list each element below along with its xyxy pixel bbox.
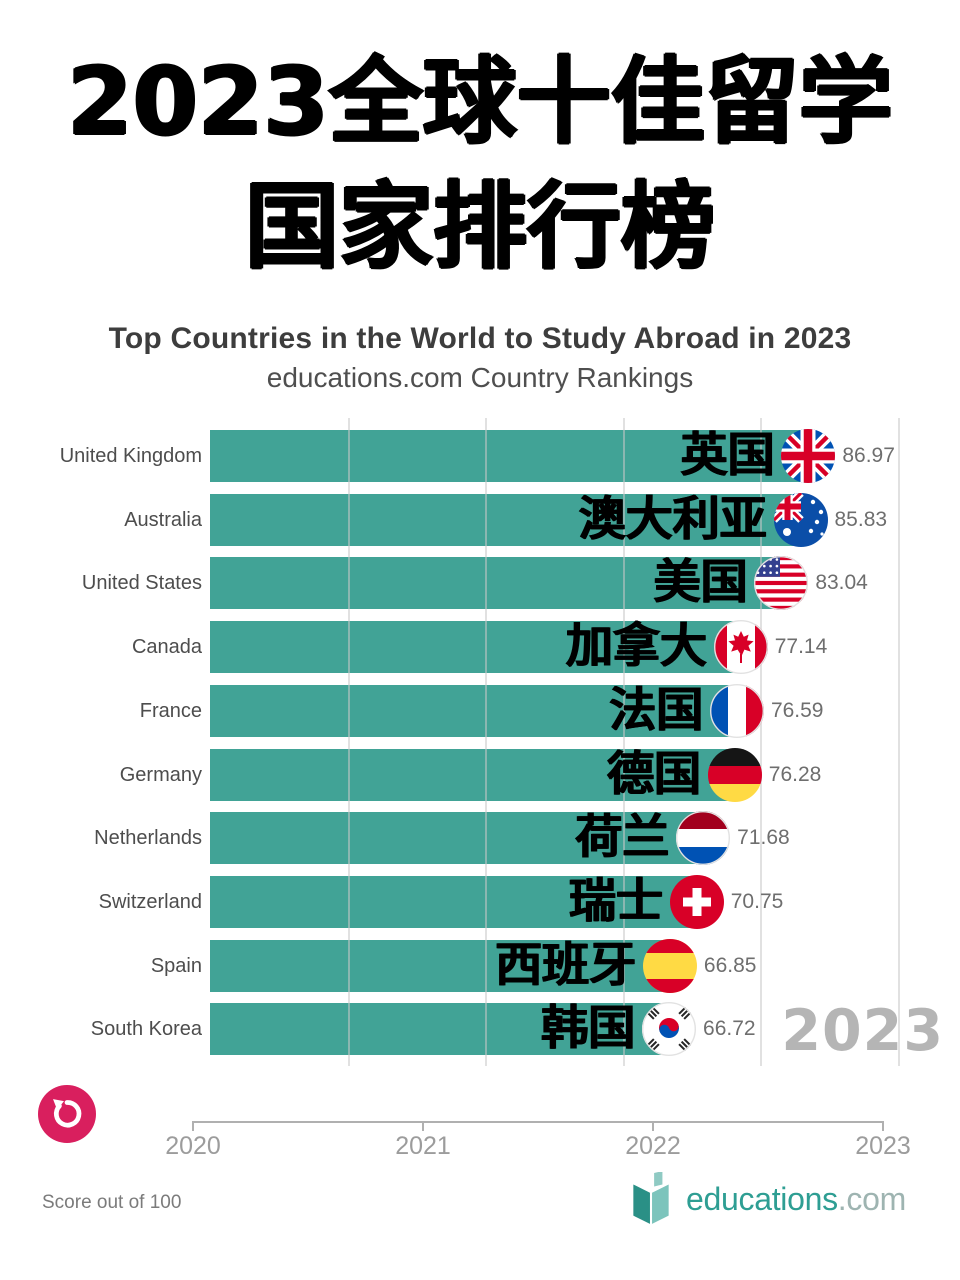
page-title-line1: 2023全球十佳留学 — [67, 48, 893, 157]
country-label-zh: 美国 — [653, 555, 748, 611]
country-label: Canada — [131, 636, 202, 659]
score-bar — [210, 493, 801, 546]
current-year-counter: 2023 — [781, 998, 944, 1064]
score-bar — [210, 684, 737, 737]
country-label-zh: 英国 — [680, 428, 775, 483]
country-label: Germany — [119, 763, 202, 786]
uk-flag-icon — [781, 429, 836, 483]
bar-value: 70.75 — [730, 889, 784, 913]
score-footnote: Score out of 100 — [42, 1192, 182, 1213]
bar-value: 76.59 — [770, 698, 824, 722]
switzerland-flag-icon — [669, 874, 724, 929]
score-bar — [210, 557, 782, 610]
france-flag-icon — [709, 683, 764, 738]
timeline-tick — [652, 1121, 654, 1131]
country-label: Netherlands — [94, 827, 202, 850]
value-gridline — [898, 418, 900, 1066]
chart-subtitle: educations.com Country Rankings — [266, 362, 694, 393]
country-label-zh: 德国 — [606, 746, 701, 802]
score-bar — [210, 748, 735, 801]
country-label-zh: 加拿大 — [565, 619, 707, 675]
bar-value: 66.72 — [703, 1017, 756, 1041]
country-label: South Korea — [90, 1018, 202, 1041]
country-label: Switzerland — [98, 890, 202, 913]
bar-value: 85.83 — [834, 507, 888, 531]
country-label: France — [139, 699, 202, 722]
page-title: 2023全球十佳留学 国家排行榜 — [0, 40, 960, 290]
timeline-tick — [192, 1121, 194, 1131]
value-gridline — [760, 418, 763, 1066]
bar-value: 83.04 — [815, 571, 868, 595]
country-label-zh: 法国 — [608, 682, 703, 738]
country-label: United States — [81, 572, 202, 595]
country-label: United Kingdom — [59, 445, 202, 467]
logo-tld: .com — [837, 1180, 906, 1217]
score-bar — [210, 621, 741, 674]
netherlands-flag-icon — [676, 811, 731, 866]
country-label: Australia — [124, 508, 202, 531]
timeline-tick-label: 2022 — [625, 1132, 681, 1160]
value-gridline — [347, 418, 350, 1066]
spain-flag-icon — [642, 938, 697, 993]
logo-text: educations.com — [686, 1181, 906, 1218]
score-bar — [210, 875, 697, 928]
timeline-tick-label: 2021 — [395, 1132, 451, 1160]
country-label-zh: 荷兰 — [575, 810, 670, 866]
replay-button[interactable] — [38, 1085, 96, 1143]
timeline-tick-label: 2020 — [165, 1132, 221, 1160]
timeline-tick — [882, 1121, 884, 1131]
open-book-icon — [630, 1172, 672, 1226]
country-label: Spain — [150, 954, 202, 977]
timeline-tick-label: 2023 — [855, 1132, 911, 1160]
value-gridline — [485, 418, 488, 1066]
us-flag-icon — [754, 556, 809, 611]
score-bar — [210, 430, 809, 482]
germany-flag-icon — [707, 747, 762, 802]
country-label-zh: 澳大利亚 — [578, 491, 767, 547]
chart-title: Top Countries in the World to Study Abro… — [108, 322, 852, 355]
bar-value: 71.68 — [737, 826, 790, 850]
timeline-axis-line — [193, 1121, 883, 1123]
score-bar — [210, 812, 704, 865]
bar-chart-plot-area: United Kingdom 英国 86.97 Australia 澳大利亚 85.83 U… — [0, 414, 960, 1066]
score-bar — [210, 939, 670, 992]
canada-flag-icon — [713, 620, 768, 675]
bar-value: 66.85 — [703, 953, 757, 977]
country-label-zh: 西班牙 — [494, 937, 636, 993]
southkorea-flag-icon — [642, 1002, 697, 1057]
value-gridline — [622, 418, 625, 1066]
educations-logo: educations.com — [630, 1172, 906, 1226]
bar-value: 77.14 — [774, 635, 828, 659]
country-label-zh: 韩国 — [541, 1001, 636, 1057]
page-title-line2: 国家排行榜 — [244, 173, 715, 283]
logo-brand: educations — [686, 1180, 838, 1217]
australia-flag-icon — [773, 492, 828, 547]
country-label-zh: 瑞士 — [568, 873, 663, 929]
bar-value: 86.97 — [842, 444, 895, 467]
bar-value: 76.28 — [768, 762, 822, 786]
score-bar — [210, 1003, 670, 1056]
replay-icon — [50, 1097, 84, 1131]
timeline-tick — [422, 1121, 424, 1131]
